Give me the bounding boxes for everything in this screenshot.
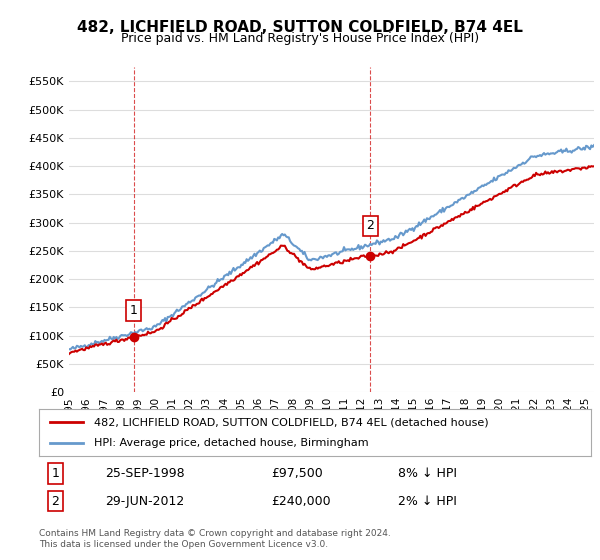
Text: £240,000: £240,000: [271, 494, 331, 507]
Text: HPI: Average price, detached house, Birmingham: HPI: Average price, detached house, Birm…: [94, 438, 369, 448]
Text: 29-JUN-2012: 29-JUN-2012: [105, 494, 184, 507]
Text: 482, LICHFIELD ROAD, SUTTON COLDFIELD, B74 4EL: 482, LICHFIELD ROAD, SUTTON COLDFIELD, B…: [77, 20, 523, 35]
Text: 2% ↓ HPI: 2% ↓ HPI: [398, 494, 457, 507]
Text: 1: 1: [130, 304, 137, 317]
Text: £97,500: £97,500: [271, 467, 323, 480]
Text: Price paid vs. HM Land Registry's House Price Index (HPI): Price paid vs. HM Land Registry's House …: [121, 32, 479, 45]
Text: 482, LICHFIELD ROAD, SUTTON COLDFIELD, B74 4EL (detached house): 482, LICHFIELD ROAD, SUTTON COLDFIELD, B…: [94, 417, 489, 427]
Text: 2: 2: [52, 494, 59, 507]
Text: 1: 1: [52, 467, 59, 480]
Text: 25-SEP-1998: 25-SEP-1998: [105, 467, 185, 480]
Text: Contains HM Land Registry data © Crown copyright and database right 2024.
This d: Contains HM Land Registry data © Crown c…: [39, 529, 391, 549]
Text: 2: 2: [366, 220, 374, 232]
Text: 8% ↓ HPI: 8% ↓ HPI: [398, 467, 457, 480]
